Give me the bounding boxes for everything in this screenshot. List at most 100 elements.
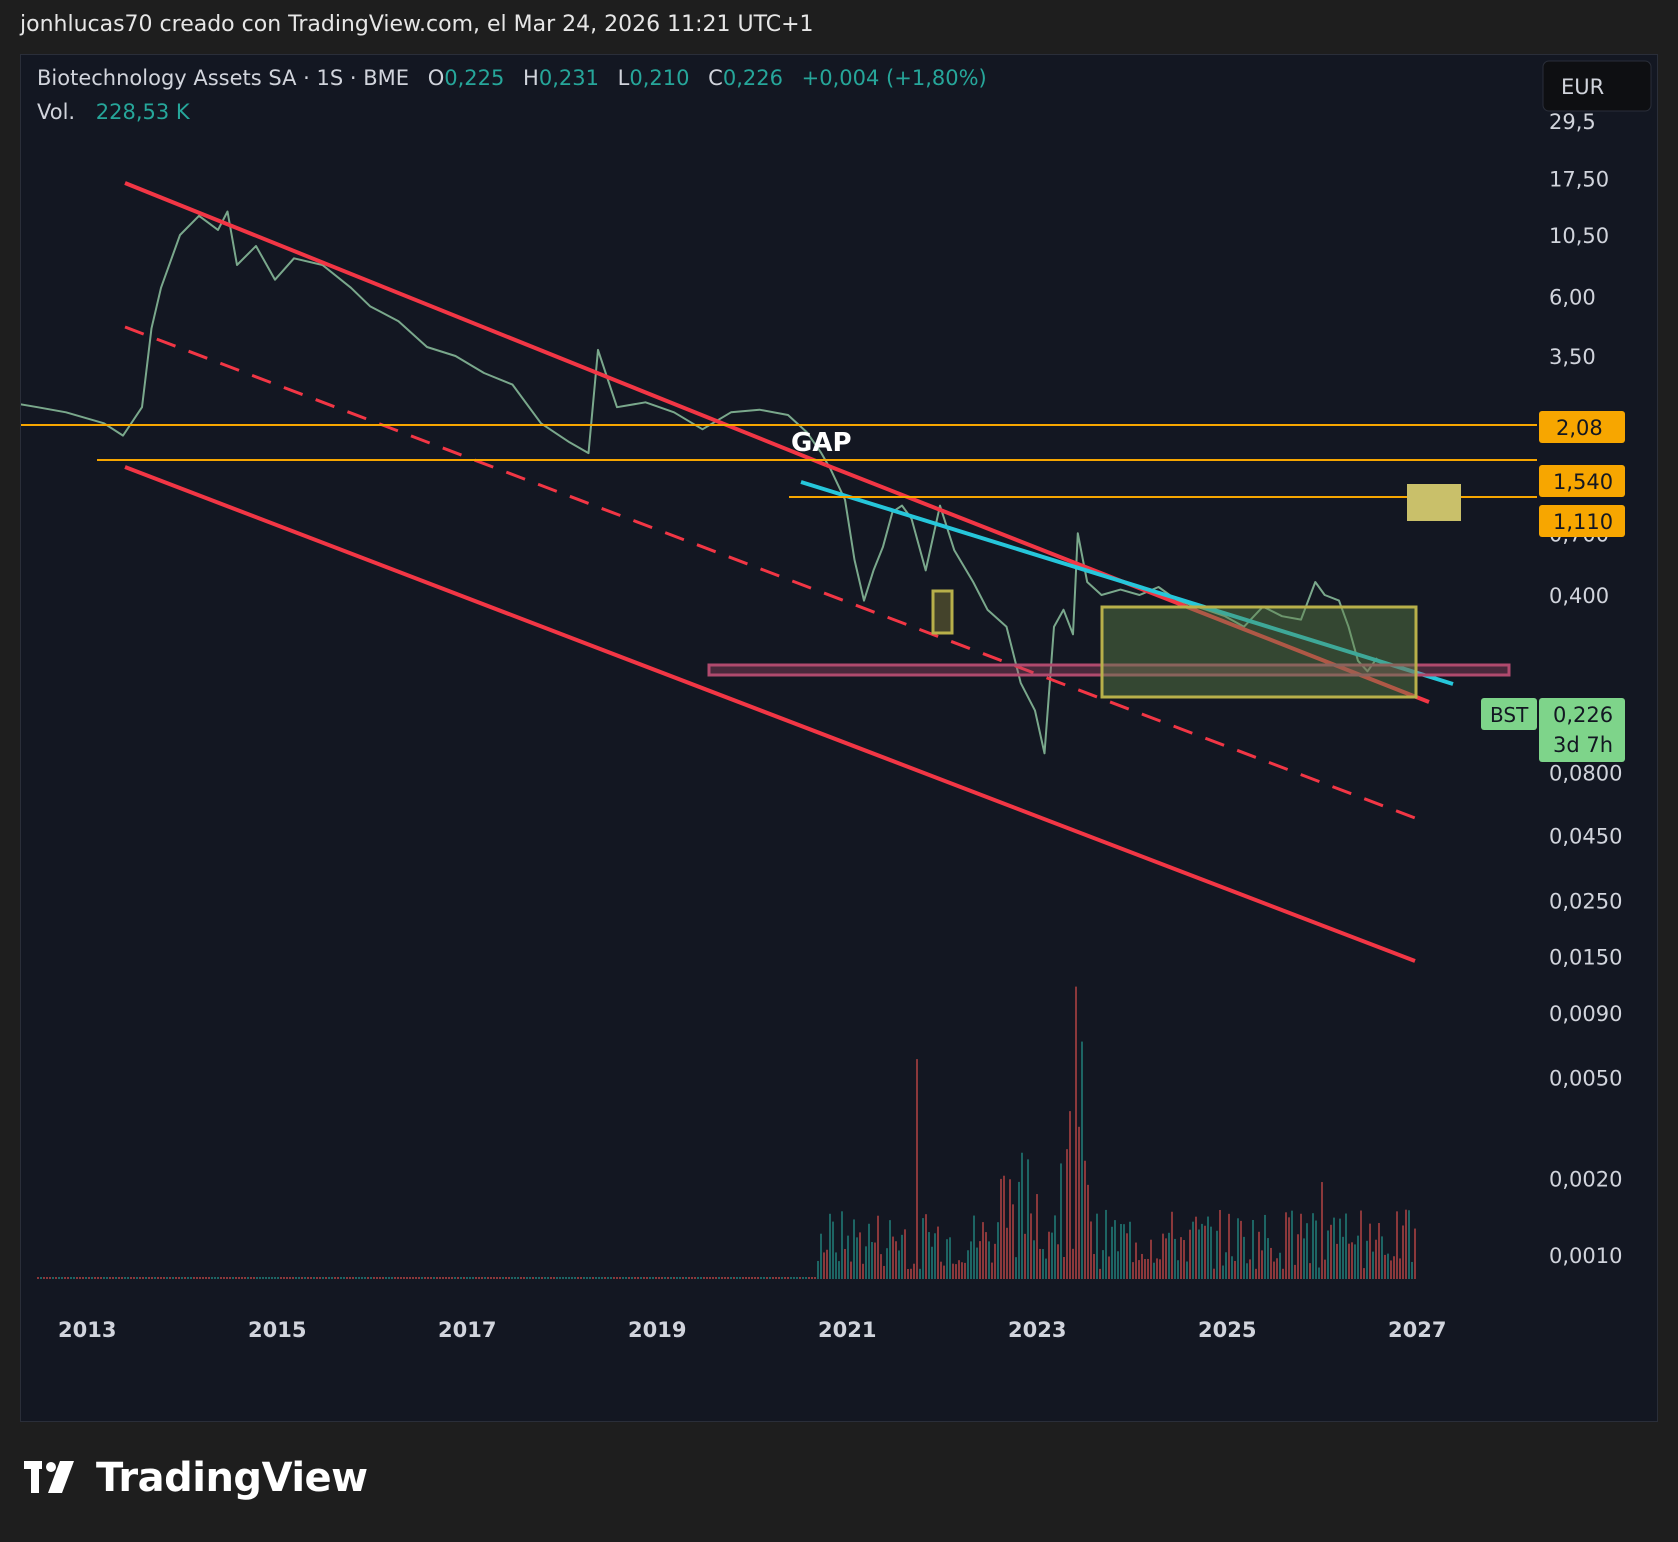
volume-bar <box>304 1277 306 1279</box>
volume-bar <box>1045 1258 1047 1279</box>
volume-bar <box>808 1277 810 1279</box>
volume-bar <box>1075 986 1077 1279</box>
volume-bar <box>496 1277 498 1279</box>
volume-bar <box>127 1277 129 1279</box>
volume-bar <box>913 1263 915 1279</box>
volume-bar <box>100 1277 102 1279</box>
volume-bar <box>598 1277 600 1279</box>
volume-bar <box>901 1234 903 1279</box>
last-price-badge[interactable]: 0,226 3d 7h <box>1539 698 1625 762</box>
price-badge-1-110[interactable]: 1,110 <box>1539 505 1625 537</box>
volume-bar <box>529 1277 531 1279</box>
volume-bar <box>778 1277 780 1279</box>
volume-bar <box>1117 1251 1119 1279</box>
volume-bar <box>655 1277 657 1279</box>
channel-lower-line[interactable] <box>124 465 1416 963</box>
volume-bar <box>886 1248 888 1279</box>
tradingview-brand[interactable]: TradingView <box>24 1455 368 1501</box>
volume-bar <box>238 1277 240 1279</box>
volume-bar <box>760 1277 762 1279</box>
volume-bar <box>1138 1260 1140 1279</box>
volume-bar <box>175 1277 177 1279</box>
volume-bar <box>1390 1260 1392 1279</box>
descending-trendline[interactable] <box>800 480 1454 686</box>
volume-bar <box>268 1277 270 1279</box>
volume-bar <box>1279 1252 1281 1279</box>
volume-bar <box>289 1277 291 1279</box>
volume-bar <box>580 1277 582 1279</box>
volume-bar <box>661 1277 663 1279</box>
volume-bar <box>1384 1254 1386 1279</box>
price-badge-1-540[interactable]: 1,540 <box>1539 465 1625 497</box>
volume-bar <box>1297 1234 1299 1279</box>
volume-bar <box>1159 1259 1161 1279</box>
volume-bar <box>634 1277 636 1279</box>
currency-button[interactable]: EUR <box>1542 60 1652 112</box>
volume-bar <box>532 1277 534 1279</box>
volume-bar <box>625 1277 627 1279</box>
volume-bar <box>1264 1214 1266 1279</box>
open-value: 0,225 <box>444 66 504 90</box>
volume-bar <box>937 1226 939 1279</box>
time-axis[interactable]: 2013 2015 2017 2019 2021 2023 2025 2027 <box>58 1318 1446 1342</box>
volume-bar <box>85 1277 87 1279</box>
symbol-badge[interactable]: BST <box>1481 698 1537 730</box>
price-axis-tick-label: 17,50 <box>1549 168 1609 192</box>
volume-bar <box>757 1277 759 1279</box>
volume-bar <box>595 1277 597 1279</box>
volume-bar <box>709 1277 711 1279</box>
volume-bar <box>565 1277 567 1279</box>
price-badge-2-08[interactable]: 2,08 <box>1539 411 1625 443</box>
volume-bar <box>295 1277 297 1279</box>
volume-bar <box>1366 1240 1368 1279</box>
volume-bar <box>1408 1210 1410 1279</box>
volume-bar <box>775 1277 777 1279</box>
volume-bar <box>805 1277 807 1279</box>
volume-bar <box>1348 1243 1350 1279</box>
volume-bar <box>835 1252 837 1279</box>
volume-bar <box>391 1277 393 1279</box>
price-axis[interactable]: 29,517,5010,506,003,500,7000,4000,14000,… <box>1549 110 1622 1268</box>
volume-bar <box>784 1277 786 1279</box>
volume-bar <box>463 1277 465 1279</box>
volume-bar <box>1327 1230 1329 1279</box>
volume-bar <box>460 1277 462 1279</box>
volume-bar <box>811 1277 813 1279</box>
consolidation-zone[interactable] <box>1100 605 1418 699</box>
price-axis-tick-label: 3,50 <box>1549 345 1596 369</box>
channel-mid-dashed-line[interactable] <box>124 325 1416 820</box>
price-axis-tick-label: 0,0020 <box>1549 1168 1622 1192</box>
volume-bar <box>433 1277 435 1279</box>
volume-bar <box>325 1277 327 1279</box>
svg-text:Vol. 228,53 K: Vol. 228,53 K <box>37 100 191 124</box>
price-chart[interactable]: GAP 29,517,5010,506,003,500,7000,4000,14… <box>8 55 1657 1421</box>
support-zone[interactable] <box>707 663 1511 677</box>
volume-bar <box>1099 1268 1101 1279</box>
volume-bar <box>451 1277 453 1279</box>
volume-bar <box>946 1239 948 1279</box>
volume-bar <box>151 1277 153 1279</box>
volume-bar <box>892 1236 894 1279</box>
volume-bar <box>523 1277 525 1279</box>
volume-bar <box>430 1277 432 1279</box>
volume-bar <box>943 1265 945 1279</box>
volume-bar <box>823 1252 825 1279</box>
channel-upper-line[interactable] <box>124 181 827 467</box>
volume-bar <box>838 1261 840 1279</box>
volume-bar <box>1291 1210 1293 1279</box>
volume-bar <box>49 1277 51 1279</box>
volume-bar <box>1405 1209 1407 1279</box>
volume-bar <box>292 1277 294 1279</box>
volume-bar <box>991 1262 993 1279</box>
close-value: 0,226 <box>723 66 783 90</box>
volume-bar <box>394 1277 396 1279</box>
small-highlight-box[interactable] <box>931 589 954 635</box>
volume-bar <box>622 1277 624 1279</box>
volume-bar <box>1168 1232 1170 1279</box>
volume-bar <box>730 1277 732 1279</box>
target-zone[interactable] <box>1407 484 1461 521</box>
volume-bar <box>370 1277 372 1279</box>
chart-frame[interactable]: GAP 29,517,5010,506,003,500,7000,4000,14… <box>8 54 1658 1422</box>
volume-bar <box>559 1277 561 1279</box>
volume-bar <box>853 1219 855 1279</box>
